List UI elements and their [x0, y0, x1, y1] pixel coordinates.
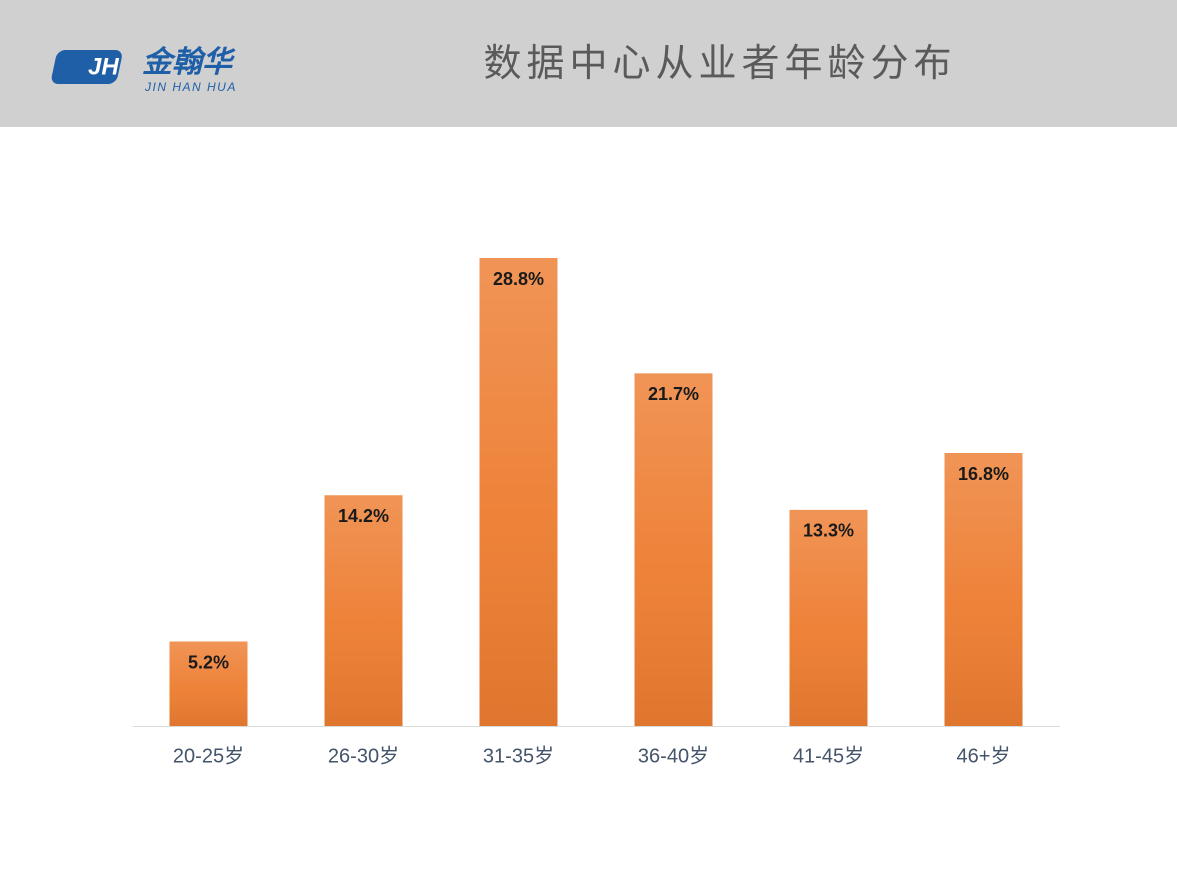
chart-title: 数据中心从业者年龄分布 [483, 43, 956, 85]
header-band [0, 0, 1177, 127]
bar-shade [479, 258, 558, 726]
value-label: 13.3% [803, 521, 854, 541]
bar-shade [789, 509, 868, 726]
x-tick-label: 20-25岁 [173, 744, 244, 767]
x-tick-label: 36-40岁 [638, 744, 709, 767]
value-label: 21.7% [648, 384, 699, 404]
logo-name: 金翰华 [142, 45, 236, 79]
value-label: 28.8% [493, 269, 544, 289]
x-tick-label: 26-30岁 [328, 744, 399, 767]
x-tick-label: 41-45岁 [793, 744, 864, 767]
x-tick-label: 46+岁 [957, 744, 1011, 767]
x-tick-label: 31-35岁 [483, 744, 554, 767]
bar-shade [169, 641, 248, 726]
bar-shade [944, 453, 1023, 726]
bar-shade [324, 495, 403, 726]
value-label: 16.8% [958, 464, 1009, 484]
logo-mark: JH [88, 53, 119, 80]
value-label: 5.2% [188, 652, 229, 672]
value-label: 14.2% [338, 506, 389, 526]
logo-subtitle: JIN HAN HUA [144, 80, 237, 94]
logo-badge [51, 50, 122, 84]
bar-shade [634, 373, 713, 726]
